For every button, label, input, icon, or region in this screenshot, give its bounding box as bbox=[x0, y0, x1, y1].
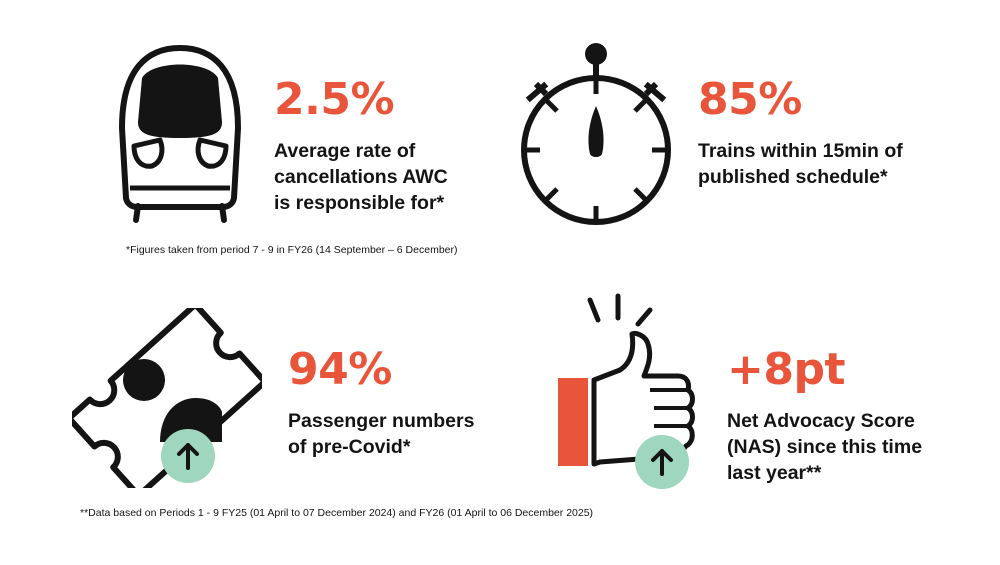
stopwatch-icon bbox=[521, 43, 671, 225]
footnote-data-source: **Data based on Periods 1 - 9 FY25 (01 A… bbox=[80, 507, 594, 519]
stat-description-line: is responsible for* bbox=[274, 192, 445, 214]
stat-description: Passenger numbers of pre-Covid* bbox=[288, 408, 474, 460]
stat-description-line: cancellations AWC bbox=[274, 166, 448, 188]
stat-description: Net Advocacy Score (NAS) since this time… bbox=[727, 408, 922, 486]
up-arrow-badge-icon bbox=[161, 429, 215, 483]
stat-description-line: published schedule* bbox=[698, 166, 888, 188]
up-arrow-badge-icon bbox=[635, 435, 689, 489]
stat-description-line: Net Advocacy Score bbox=[727, 410, 915, 432]
stat-description-line: Average rate of bbox=[274, 140, 416, 162]
train-front-icon bbox=[119, 45, 241, 223]
stat-passenger-numbers: 94% Passenger numbers of pre-Covid* bbox=[288, 348, 474, 460]
stat-description-line: of pre-Covid* bbox=[288, 436, 411, 458]
stat-description-line: last year** bbox=[727, 462, 822, 484]
stat-value: +8pt bbox=[727, 344, 846, 395]
stat-cancellations: 2.5% Average rate of cancellations AWC i… bbox=[274, 78, 448, 216]
thumbs-up-icon bbox=[558, 293, 695, 467]
stat-net-advocacy-score: +8pt Net Advocacy Score (NAS) since this… bbox=[727, 348, 922, 486]
ticket-icon bbox=[72, 308, 262, 488]
stat-value: 85% bbox=[698, 74, 802, 125]
footnote-periods: *Figures taken from period 7 - 9 in FY26… bbox=[126, 244, 458, 256]
stat-description-line: Trains within 15min of bbox=[698, 140, 903, 162]
stat-description-line: (NAS) since this time bbox=[727, 436, 923, 458]
stat-description-line: Passenger numbers bbox=[288, 410, 475, 432]
stat-punctuality: 85% Trains within 15min of published sch… bbox=[698, 78, 903, 190]
stat-value: 94% bbox=[288, 344, 392, 395]
stat-description: Average rate of cancellations AWC is res… bbox=[274, 138, 448, 216]
stat-value: 2.5% bbox=[274, 74, 395, 125]
stat-description: Trains within 15min of published schedul… bbox=[698, 138, 903, 190]
